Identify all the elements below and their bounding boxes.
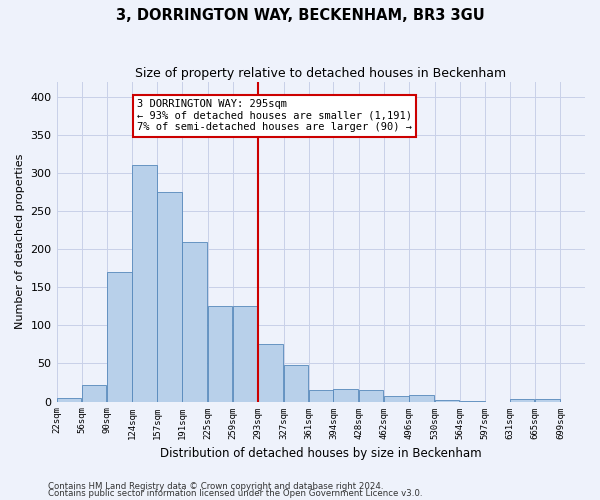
Bar [56,398,81,402]
Bar [82,385,106,402]
Bar [208,306,232,402]
Text: Contains HM Land Registry data © Crown copyright and database right 2024.: Contains HM Land Registry data © Crown c… [48,482,383,491]
Bar [182,242,207,402]
Bar [535,400,560,402]
Bar [434,400,459,402]
Bar [409,394,434,402]
Bar [334,390,358,402]
Bar [258,344,283,402]
Bar [384,396,409,402]
Text: 3 DORRINGTON WAY: 295sqm
← 93% of detached houses are smaller (1,191)
7% of semi: 3 DORRINGTON WAY: 295sqm ← 93% of detach… [137,99,412,132]
Bar [460,401,485,402]
X-axis label: Distribution of detached houses by size in Beckenham: Distribution of detached houses by size … [160,447,482,460]
Y-axis label: Number of detached properties: Number of detached properties [15,154,25,330]
Bar [359,390,383,402]
Bar [157,192,182,402]
Text: 3, DORRINGTON WAY, BECKENHAM, BR3 3GU: 3, DORRINGTON WAY, BECKENHAM, BR3 3GU [116,8,484,22]
Title: Size of property relative to detached houses in Beckenham: Size of property relative to detached ho… [135,68,506,80]
Bar [107,272,132,402]
Bar [233,306,257,402]
Text: Contains public sector information licensed under the Open Government Licence v3: Contains public sector information licen… [48,489,422,498]
Bar [133,166,157,402]
Bar [284,365,308,402]
Bar [309,390,334,402]
Bar [510,400,535,402]
